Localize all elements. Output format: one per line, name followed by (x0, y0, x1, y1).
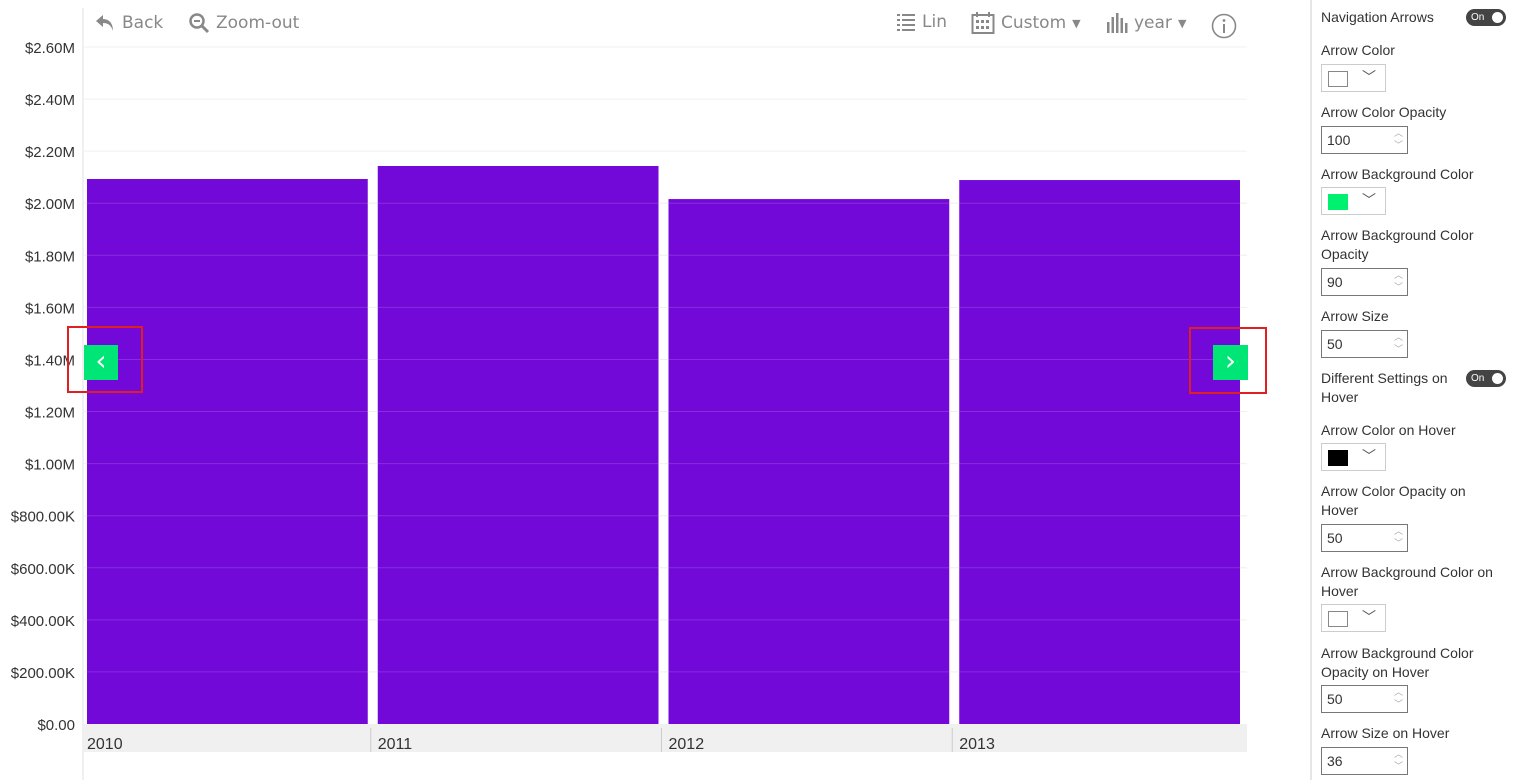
spinner-icon[interactable]: ︿ ﹀ (1393, 526, 1403, 548)
x-tick-label: 2011 (378, 736, 413, 753)
value: 90 (1327, 274, 1343, 290)
x-axis-band (84, 724, 1247, 752)
scale-label: Lin (922, 12, 947, 32)
y-tick-label: $400.00K (11, 613, 75, 630)
caret-down-icon: ▼ (1072, 16, 1081, 30)
diff-hover-label: Different Settings on Hover (1321, 370, 1448, 405)
color-swatch (1328, 71, 1348, 87)
arrow-color-hover-picker[interactable]: ﹀ (1321, 443, 1386, 471)
y-tick-label: $2.00M (25, 196, 75, 213)
arrow-color-opacity-label: Arrow Color Opacity (1321, 104, 1447, 120)
arrow-bg-opacity-hover-label: Arrow Background Color Opacity on Hover (1321, 645, 1474, 680)
y-tick-label: $800.00K (11, 509, 75, 526)
spinner-icon[interactable]: ︿ ﹀ (1393, 687, 1403, 709)
granularity-label: year (1134, 13, 1172, 33)
arrow-bg-opacity-hover-input[interactable]: 50 ︿ ﹀ (1321, 685, 1408, 713)
arrow-size-label: Arrow Size (1321, 308, 1389, 324)
bar-chart-icon (1107, 13, 1128, 33)
y-tick-label: $0.00 (37, 717, 75, 734)
value: 50 (1327, 530, 1343, 546)
x-tick-label: 2012 (669, 736, 705, 753)
info-button[interactable] (1211, 13, 1237, 39)
bar-2010 (87, 179, 368, 724)
chart-area: Back Zoom-out Lin Custom ▼ year ▼ $0.00 $… (11, 8, 1267, 780)
color-swatch (1328, 450, 1348, 466)
spinner-icon[interactable]: ︿ ﹀ (1393, 332, 1403, 354)
y-tick-label: $2.60M (25, 40, 75, 57)
chevron-right-icon: › (1224, 344, 1237, 377)
y-tick-label: $1.20M (25, 405, 75, 422)
value: 50 (1327, 691, 1343, 707)
arrow-color-opacity-hover-input[interactable]: 50 ︿ ﹀ (1321, 524, 1408, 552)
chevron-left-icon: ‹ (95, 344, 107, 377)
diff-hover-toggle[interactable]: On (1466, 370, 1506, 387)
y-tick-label: $1.60M (25, 300, 75, 317)
bar-chart: $0.00 $200.00K $400.00K $600.00K $800.00K $1.… (11, 8, 1247, 780)
granularity-dropdown[interactable]: year ▼ (1106, 12, 1186, 34)
zoom-out-label: Zoom-out (216, 13, 300, 33)
x-tick-label: 2013 (959, 736, 995, 753)
arrow-bg-opacity-input[interactable]: 90 ︿ ﹀ (1321, 268, 1408, 296)
nav-arrow-left-highlight (67, 326, 143, 393)
x-tick-label: 2010 (87, 736, 123, 753)
arrow-bg-color-label: Arrow Background Color (1321, 166, 1474, 182)
nav-arrow-left[interactable]: ‹ (84, 345, 118, 380)
arrow-color-opacity-hover-label: Arrow Color Opacity on Hover (1321, 483, 1466, 518)
arrow-color-opacity-input[interactable]: 100 ︿ ﹀ (1321, 126, 1408, 154)
y-tick-label: $2.40M (25, 92, 75, 109)
value: 100 (1327, 132, 1351, 148)
value: 50 (1327, 336, 1343, 352)
scale-button[interactable]: Lin (896, 12, 947, 32)
chevron-down-icon: ﹀ (1362, 448, 1376, 464)
period-dropdown[interactable]: Custom ▼ (971, 12, 1081, 34)
navigation-arrows-toggle[interactable]: On (1466, 9, 1506, 26)
back-label: Back (122, 13, 164, 33)
chevron-down-icon: ﹀ (1362, 192, 1376, 208)
arrow-color-label: Arrow Color (1321, 42, 1395, 58)
arrow-bg-opacity-label: Arrow Background Color Opacity (1321, 227, 1474, 262)
arrow-color-hover-label: Arrow Color on Hover (1321, 422, 1456, 438)
zoom-out-button[interactable]: Zoom-out (188, 12, 299, 34)
zoom-out-icon (189, 13, 210, 34)
spinner-icon[interactable]: ︿ ﹀ (1393, 128, 1403, 150)
calendar-icon (971, 12, 995, 34)
navigation-arrows-label: Navigation Arrows (1321, 9, 1434, 25)
spinner-icon[interactable]: ︿ ﹀ (1393, 270, 1403, 292)
y-tick-label: $1.80M (25, 248, 75, 265)
spinner-icon[interactable]: ︿ ﹀ (1393, 749, 1403, 771)
bar-2012 (668, 199, 950, 724)
arrow-bg-hover-label: Arrow Background Color on Hover (1321, 564, 1493, 599)
arrow-size-hover-label: Arrow Size on Hover (1321, 725, 1450, 741)
period-label: Custom (1001, 13, 1067, 33)
caret-down-icon: ▼ (1177, 16, 1187, 30)
value: 36 (1327, 753, 1343, 769)
arrow-color-picker[interactable]: ﹀ (1321, 64, 1386, 92)
arrow-size-hover-input[interactable]: 36 ︿ ﹀ (1321, 747, 1408, 775)
bar-2013 (959, 180, 1240, 725)
y-tick-label: $200.00K (11, 665, 75, 682)
info-icon (1211, 13, 1237, 39)
color-swatch (1328, 611, 1348, 627)
arrow-bg-color-picker[interactable]: ﹀ (1321, 187, 1386, 215)
y-tick-label: $2.20M (25, 144, 75, 161)
arrow-size-input[interactable]: 50 ︿ ﹀ (1321, 330, 1408, 358)
y-tick-label: $600.00K (11, 561, 75, 578)
y-tick-label: $1.00M (25, 457, 75, 474)
chevron-down-icon: ﹀ (1362, 609, 1376, 625)
nav-arrow-right-highlight (1189, 327, 1267, 394)
nav-arrow-right[interactable]: › (1213, 345, 1248, 380)
back-button[interactable]: Back (94, 12, 163, 34)
back-icon (96, 15, 113, 31)
bar-2011 (377, 165, 659, 724)
color-swatch (1328, 194, 1348, 210)
list-icon (897, 14, 915, 31)
format-panel: Navigation Arrows On Arrow Color ﹀ Arrow… (1310, 0, 1522, 780)
chevron-down-icon: ﹀ (1362, 69, 1376, 85)
arrow-bg-hover-picker[interactable]: ﹀ (1321, 604, 1386, 632)
